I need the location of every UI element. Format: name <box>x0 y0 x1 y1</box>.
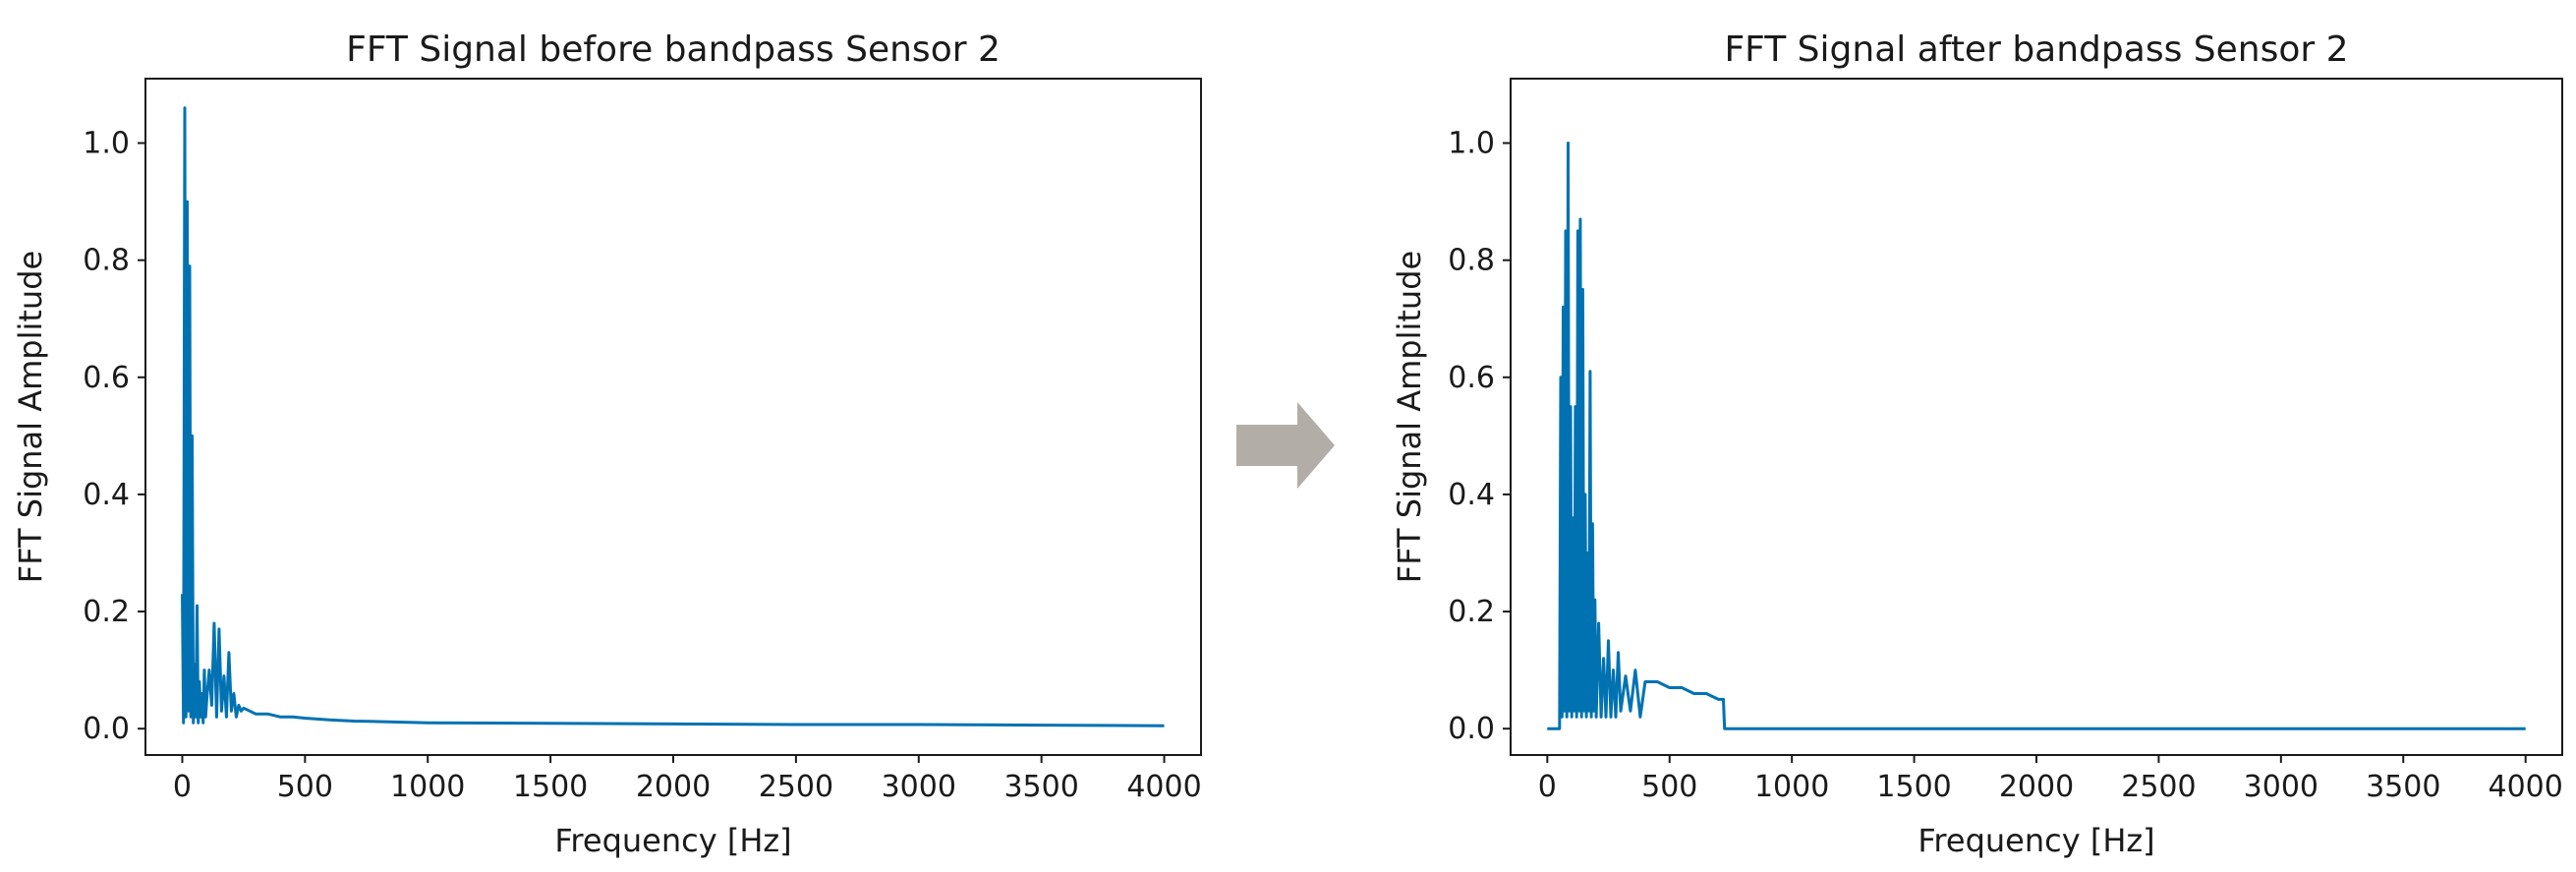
y-tick-label: 0.6 <box>1448 361 1495 395</box>
y-ticks: 0.0 0.2 0.4 0.6 0.8 1.0 <box>1448 127 1511 746</box>
x-tick-label: 2500 <box>759 770 833 804</box>
series-layer <box>181 106 1165 727</box>
y-ticks: 0.0 0.2 0.4 0.6 0.8 1.0 <box>83 127 145 746</box>
right-arrow-icon <box>1236 402 1335 489</box>
y-tick-label: 0.2 <box>83 595 130 629</box>
x-tick-label: 500 <box>277 770 333 804</box>
x-axis-label: Frequency [Hz] <box>554 822 791 859</box>
x-tick-label: 1500 <box>513 770 588 804</box>
x-tick-label: 3000 <box>2244 770 2318 804</box>
x-ticks: 0 500 1000 1500 2000 2500 3000 3500 4000 <box>1538 755 2563 804</box>
series-layer <box>1547 142 2526 730</box>
x-tick-label: 1000 <box>390 770 465 804</box>
chart-title: FFT Signal after bandpass Sensor 2 <box>1724 29 2348 70</box>
y-tick-label: 0.4 <box>83 478 130 512</box>
x-tick-label: 3000 <box>882 770 956 804</box>
x-tick-label: 2000 <box>636 770 711 804</box>
chart-title: FFT Signal before bandpass Sensor 2 <box>346 29 1001 70</box>
x-tick-label: 1000 <box>1754 770 1829 804</box>
y-tick-label: 1.0 <box>1448 127 1495 161</box>
x-tick-label: 500 <box>1641 770 1697 804</box>
y-tick-label: 0.0 <box>1448 712 1495 746</box>
x-tick-label: 2000 <box>1999 770 2074 804</box>
x-tick-label: 4000 <box>2488 770 2562 804</box>
y-tick-label: 0.6 <box>83 361 130 395</box>
y-axis-label: FFT Signal Amplitude <box>12 251 49 583</box>
x-ticks: 0 500 1000 1500 2000 2500 3000 3500 4000 <box>173 755 1202 804</box>
y-tick-label: 0.8 <box>83 244 130 278</box>
y-tick-label: 1.0 <box>83 127 130 161</box>
chart-before-bandpass: FFT Signal before bandpass Sensor 2 0 500… <box>12 29 1202 859</box>
y-tick-label: 0.0 <box>83 712 130 746</box>
x-tick-label: 4000 <box>1126 770 1201 804</box>
x-tick-label: 0 <box>173 770 192 804</box>
chart-after-bandpass: FFT Signal after bandpass Sensor 2 0 500 1… <box>1391 29 2563 859</box>
y-tick-label: 0.8 <box>1448 244 1495 278</box>
series-line <box>1547 142 2526 730</box>
x-tick-label: 3500 <box>1003 770 1078 804</box>
x-tick-label: 0 <box>1538 770 1557 804</box>
series-line <box>181 106 1165 727</box>
x-tick-label: 1500 <box>1876 770 1951 804</box>
y-tick-label: 0.4 <box>1448 478 1495 512</box>
x-tick-label: 2500 <box>2121 770 2196 804</box>
x-axis-label: Frequency [Hz] <box>1918 822 2154 859</box>
y-tick-label: 0.2 <box>1448 595 1495 629</box>
x-tick-label: 3500 <box>2366 770 2440 804</box>
y-axis-label: FFT Signal Amplitude <box>1391 251 1428 583</box>
